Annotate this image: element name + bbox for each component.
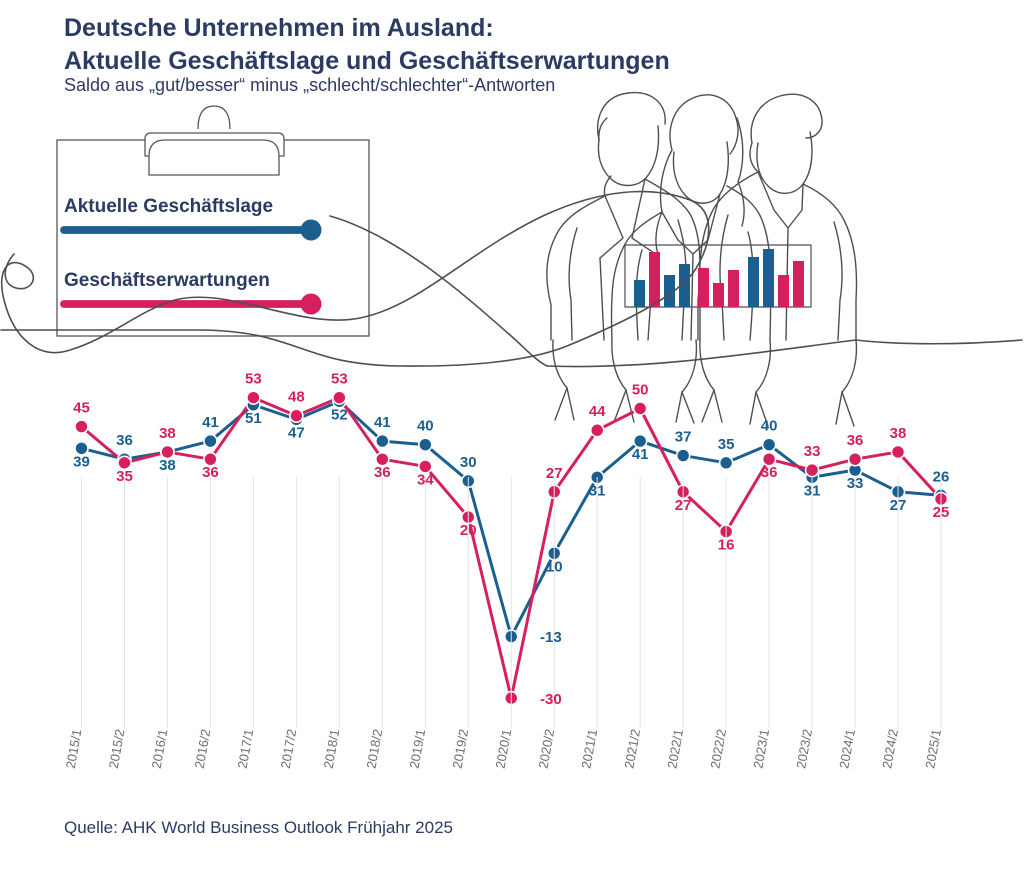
svg-text:35: 35 [718, 436, 735, 453]
svg-text:36: 36 [847, 432, 864, 449]
svg-text:27: 27 [546, 465, 563, 482]
svg-text:52: 52 [331, 406, 348, 423]
svg-text:33: 33 [847, 475, 864, 492]
svg-text:35: 35 [116, 468, 133, 485]
svg-text:2018/2: 2018/2 [364, 728, 386, 770]
svg-text:38: 38 [159, 457, 176, 474]
svg-text:-30: -30 [540, 691, 562, 708]
svg-text:25: 25 [933, 504, 950, 521]
svg-text:47: 47 [288, 424, 305, 441]
svg-text:2016/2: 2016/2 [192, 728, 214, 770]
svg-text:45: 45 [73, 400, 90, 417]
svg-text:36: 36 [761, 464, 778, 481]
svg-text:10: 10 [546, 558, 563, 575]
svg-text:33: 33 [804, 443, 821, 460]
svg-text:41: 41 [374, 414, 391, 431]
svg-text:20: 20 [460, 522, 477, 539]
svg-text:2022/1: 2022/1 [664, 728, 686, 770]
svg-text:36: 36 [116, 432, 133, 449]
svg-text:2023/2: 2023/2 [793, 728, 815, 770]
svg-text:38: 38 [159, 425, 176, 442]
svg-text:39: 39 [73, 453, 90, 470]
svg-text:27: 27 [890, 497, 907, 514]
svg-text:2019/1: 2019/1 [407, 728, 429, 770]
svg-text:36: 36 [374, 464, 391, 481]
svg-text:34: 34 [417, 471, 434, 488]
svg-text:38: 38 [890, 425, 907, 442]
svg-text:36: 36 [202, 464, 219, 481]
svg-text:53: 53 [245, 371, 262, 388]
svg-text:2015/2: 2015/2 [106, 728, 128, 770]
svg-text:27: 27 [675, 497, 692, 514]
svg-text:2021/1: 2021/1 [578, 728, 600, 770]
svg-text:41: 41 [202, 414, 219, 431]
svg-text:51: 51 [245, 410, 262, 427]
svg-text:2022/2: 2022/2 [707, 728, 729, 770]
svg-text:40: 40 [417, 418, 434, 435]
svg-text:53: 53 [331, 371, 348, 388]
svg-text:2023/1: 2023/1 [750, 728, 772, 770]
svg-text:41: 41 [632, 446, 649, 463]
svg-text:37: 37 [675, 429, 692, 446]
svg-text:2018/1: 2018/1 [321, 728, 343, 770]
svg-text:40: 40 [761, 418, 778, 435]
svg-text:-13: -13 [540, 629, 562, 646]
svg-text:31: 31 [804, 482, 821, 499]
svg-text:26: 26 [933, 468, 950, 485]
svg-text:2020/1: 2020/1 [493, 728, 515, 770]
svg-text:50: 50 [632, 382, 649, 399]
svg-text:44: 44 [589, 403, 606, 420]
svg-text:2024/2: 2024/2 [879, 728, 901, 770]
svg-text:2020/2: 2020/2 [536, 728, 558, 770]
svg-text:2017/2: 2017/2 [278, 728, 300, 770]
svg-text:2015/1: 2015/1 [63, 728, 85, 770]
svg-text:2025/1: 2025/1 [922, 728, 944, 770]
svg-text:31: 31 [589, 482, 606, 499]
svg-text:16: 16 [718, 537, 735, 554]
svg-text:2017/1: 2017/1 [235, 728, 257, 770]
svg-text:2016/1: 2016/1 [149, 728, 171, 770]
svg-text:48: 48 [288, 389, 305, 406]
svg-text:2019/2: 2019/2 [450, 728, 472, 770]
svg-text:2021/2: 2021/2 [621, 728, 643, 770]
svg-text:2024/1: 2024/1 [836, 728, 858, 770]
svg-text:30: 30 [460, 454, 477, 471]
